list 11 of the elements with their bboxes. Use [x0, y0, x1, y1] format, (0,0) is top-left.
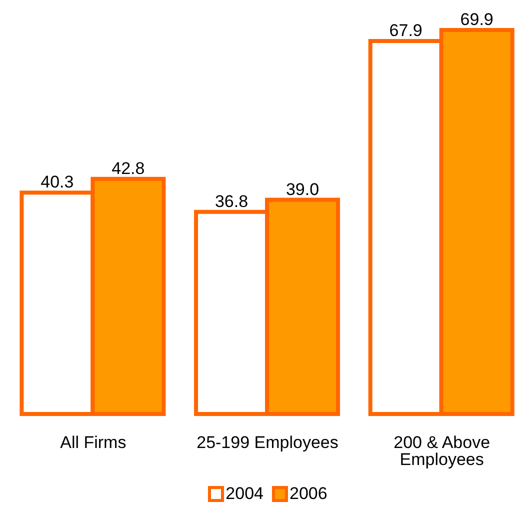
legend-label: 2006 [288, 484, 328, 504]
data-label: 40.3 [40, 172, 74, 192]
x-tick-label: 200 & Above Employees [394, 433, 490, 470]
data-label: 67.9 [389, 20, 422, 40]
x-tick-label: All Firms [60, 433, 126, 452]
data-label: 36.8 [214, 192, 248, 211]
data-label: 39.0 [286, 180, 320, 199]
x-tick-label: 25-199 Employees [196, 433, 338, 452]
legend-label: 2004 [224, 484, 264, 504]
data-label: 69.9 [460, 10, 494, 29]
data-label: 42.8 [112, 158, 145, 178]
